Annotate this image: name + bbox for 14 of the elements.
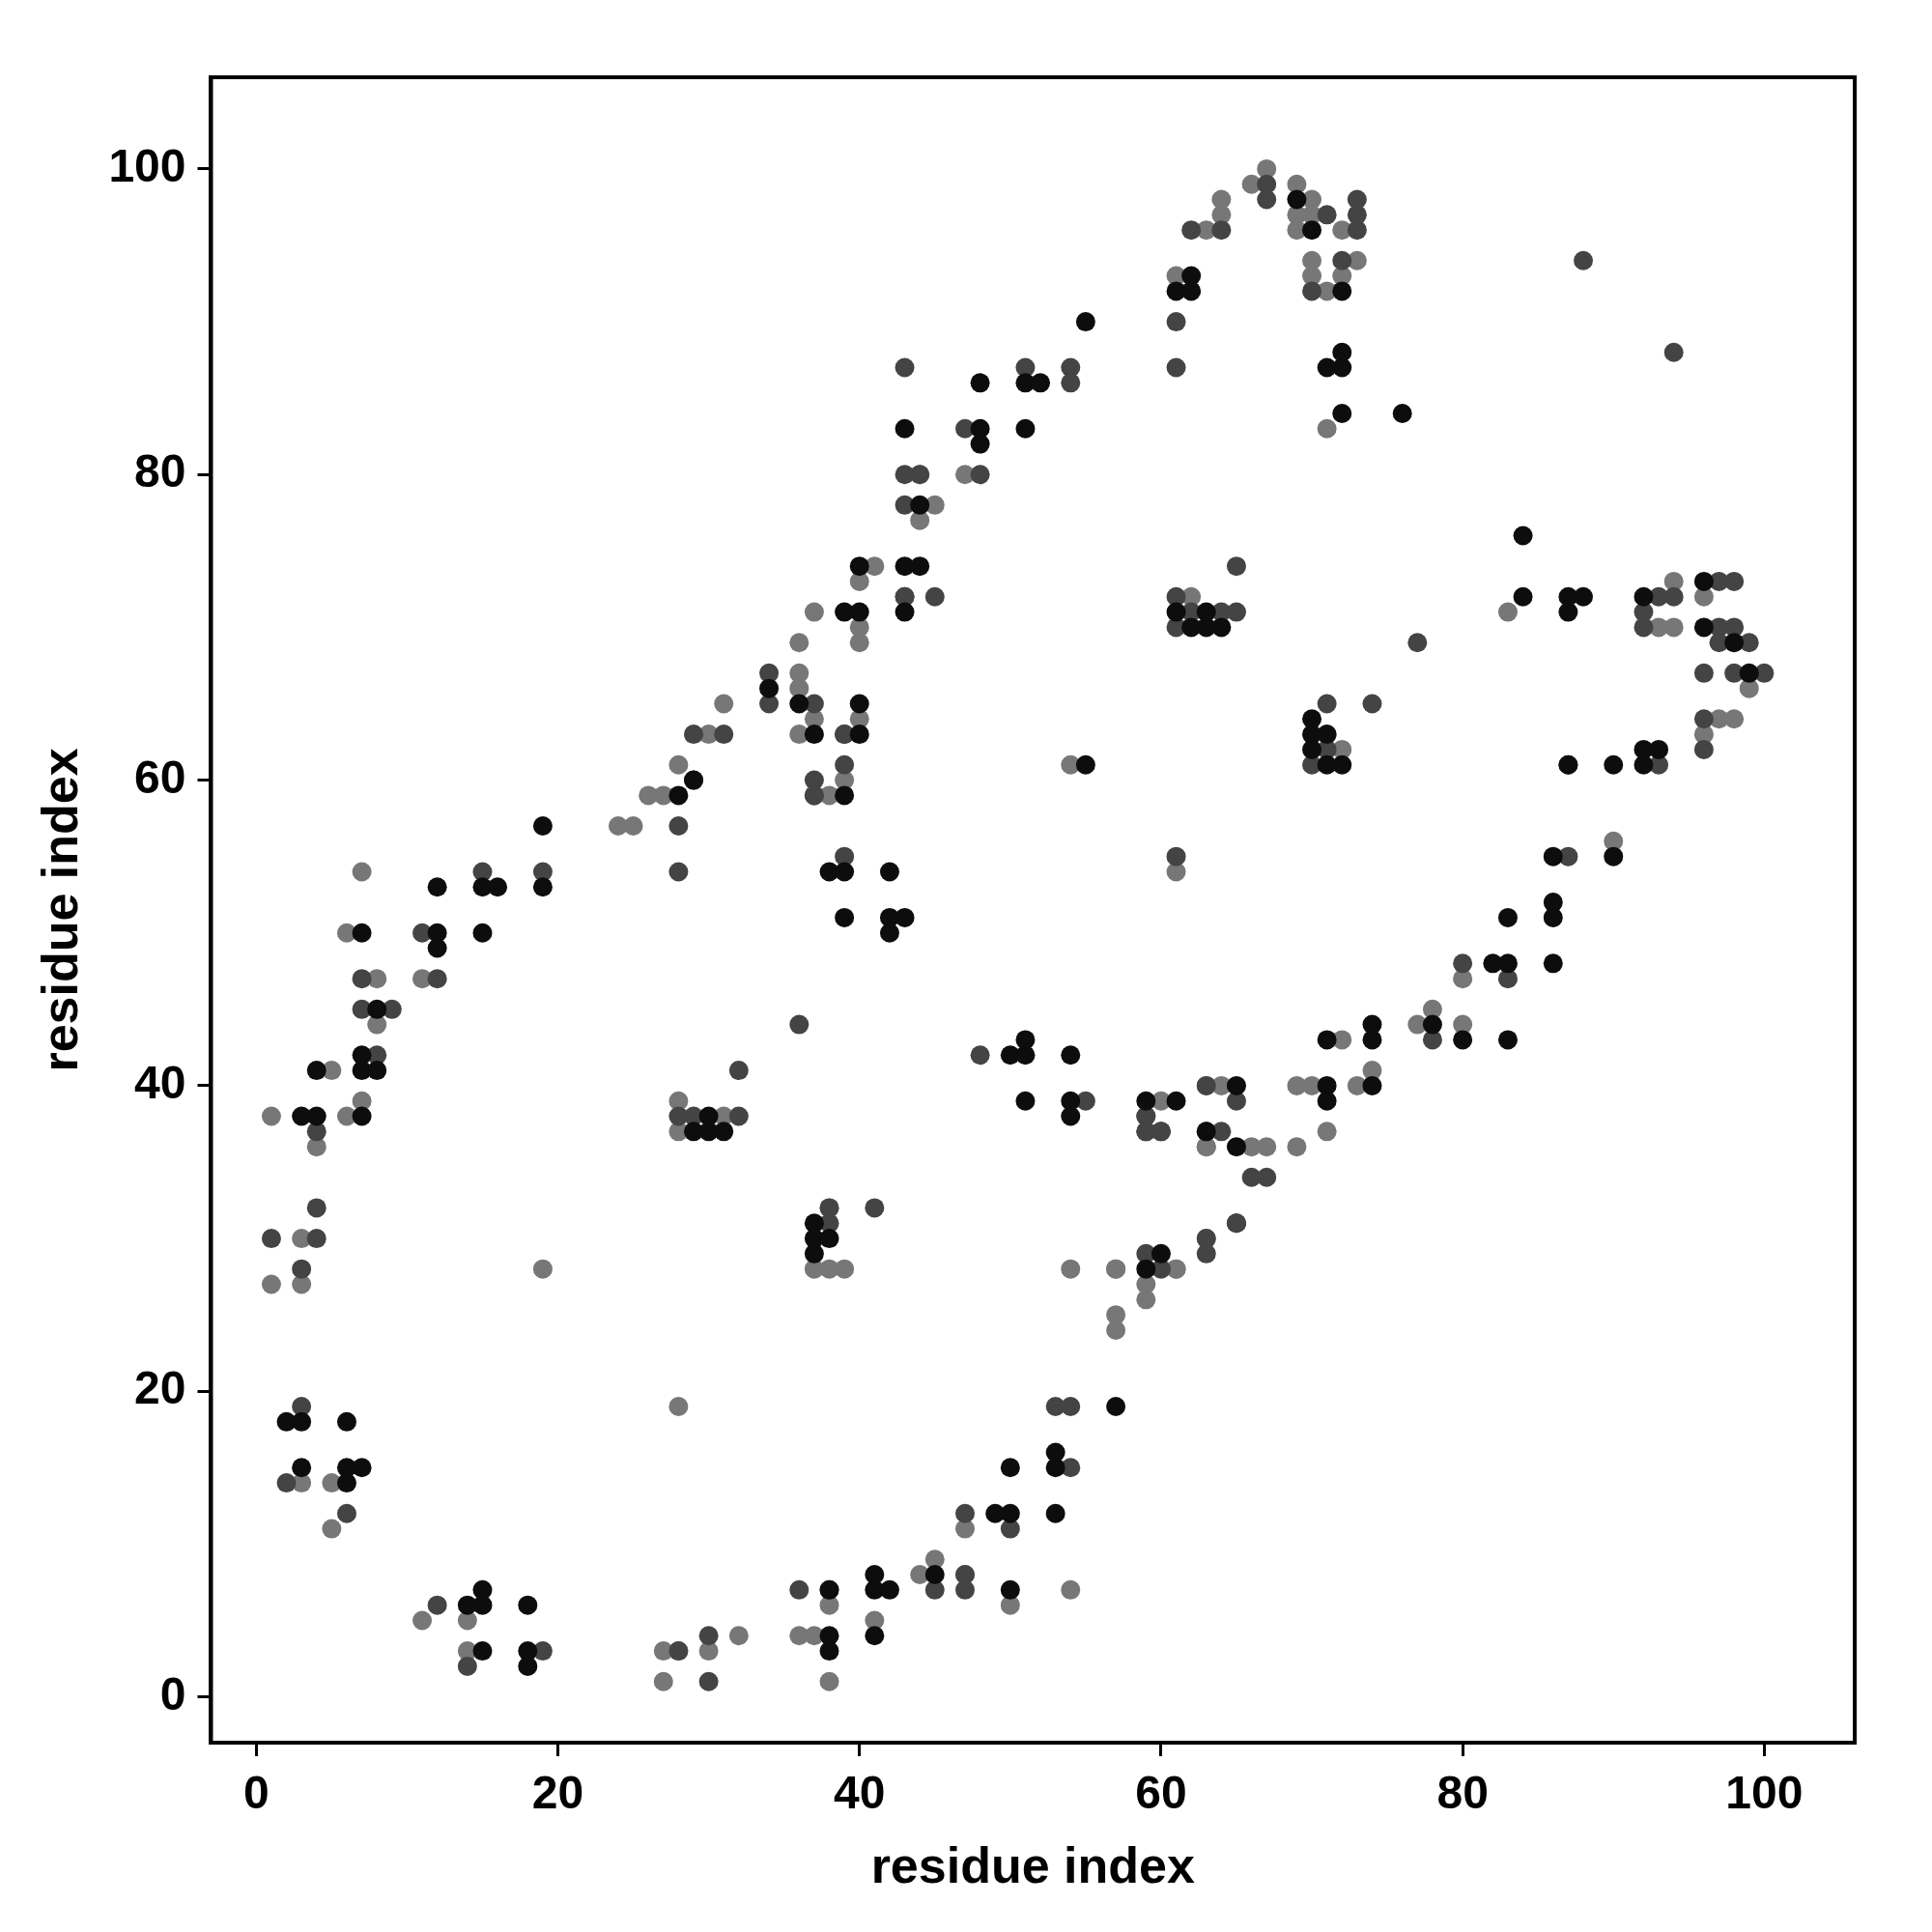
x-tick-label: 20 <box>531 1767 584 1819</box>
x-tick-label: 80 <box>1436 1767 1489 1819</box>
y-tick-label: 40 <box>134 1057 186 1109</box>
y-tick-label: 60 <box>134 751 186 803</box>
x-tick-label: 60 <box>1135 1767 1187 1819</box>
x-tick-label: 100 <box>1725 1767 1804 1819</box>
x-tick-label: 40 <box>834 1767 886 1819</box>
y-tick-label: 20 <box>134 1362 186 1414</box>
y-tick-label: 80 <box>134 445 186 497</box>
y-tick-label: 0 <box>159 1667 186 1719</box>
x-axis-title: residue index <box>870 1837 1195 1894</box>
x-tick-label: 0 <box>242 1767 270 1819</box>
y-tick-label: 100 <box>108 140 186 192</box>
y-axis-title: residue index <box>31 748 88 1072</box>
